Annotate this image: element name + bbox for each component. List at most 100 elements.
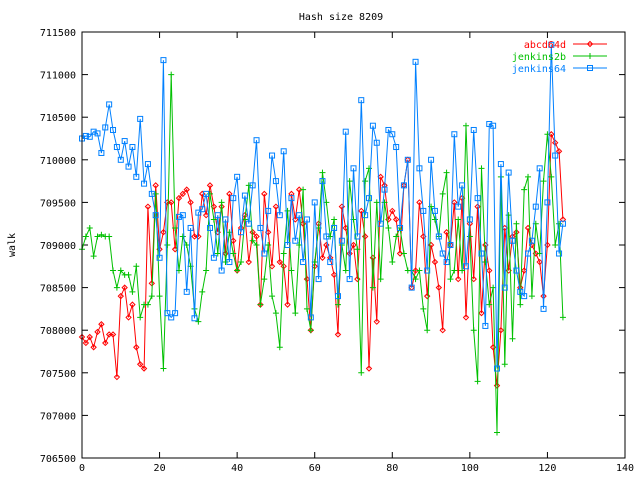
data-point (86, 333, 93, 341)
data-point (206, 182, 214, 189)
data-point (303, 305, 310, 312)
data-point (249, 182, 256, 189)
data-point (319, 169, 326, 176)
data-point (412, 58, 419, 65)
data-point (470, 275, 477, 283)
data-point (300, 186, 307, 193)
data-point (179, 190, 187, 198)
data-point (528, 293, 535, 300)
data-point (315, 276, 322, 283)
data-point (214, 229, 221, 236)
data-point (416, 199, 423, 206)
data-point (90, 344, 97, 351)
data-point (148, 190, 155, 197)
data-point (327, 259, 334, 266)
data-point (292, 310, 299, 317)
data-point (300, 259, 307, 266)
data-point (78, 333, 86, 341)
data-point (257, 301, 264, 308)
data-point (443, 259, 450, 266)
data-point (230, 250, 237, 257)
data-point (513, 220, 520, 227)
data-point (431, 258, 439, 266)
data-point (94, 233, 101, 240)
data-point (222, 216, 229, 223)
data-point (156, 293, 163, 300)
data-point (524, 224, 532, 232)
y-tick-label: 708000 (40, 326, 76, 337)
data-point (505, 267, 512, 274)
data-point (381, 186, 388, 193)
data-point (106, 233, 113, 240)
data-point (284, 207, 291, 214)
data-point (148, 280, 156, 287)
data-point (416, 165, 423, 172)
data-point (497, 161, 504, 168)
legend-entry: abcd64d (524, 40, 607, 51)
data-point (133, 173, 140, 180)
data-point (323, 241, 330, 249)
data-point (509, 335, 516, 342)
x-tick-label: 100 (461, 463, 479, 474)
data-point (183, 186, 190, 193)
data-point (505, 169, 512, 176)
data-point (478, 250, 485, 257)
x-tick-label: 40 (231, 463, 243, 474)
data-point (86, 133, 93, 140)
data-point (334, 301, 341, 308)
data-point (424, 327, 431, 334)
data-point (447, 242, 454, 248)
data-point (214, 212, 221, 219)
x-tick-label: 20 (154, 463, 166, 474)
data-point (350, 165, 357, 172)
data-point (195, 209, 202, 216)
data-point (137, 115, 144, 122)
data-point (307, 314, 314, 321)
data-point (284, 242, 291, 248)
data-point (350, 241, 357, 249)
data-point (536, 165, 543, 172)
data-point (105, 331, 113, 338)
data-point (261, 276, 268, 283)
y-tick-label: 710000 (40, 156, 76, 167)
data-point (423, 292, 431, 300)
data-point (102, 339, 109, 347)
data-point (265, 207, 272, 214)
data-point (253, 242, 260, 248)
data-point (466, 216, 473, 223)
data-point (292, 237, 299, 244)
data-point (129, 301, 136, 308)
data-point (234, 173, 241, 180)
data-point (435, 284, 443, 291)
data-point (199, 206, 206, 213)
data-point (164, 242, 171, 248)
data-point (490, 284, 497, 291)
data-point (288, 195, 295, 202)
data-point (552, 152, 559, 159)
data-point (494, 429, 501, 436)
data-point (268, 263, 276, 270)
data-point (501, 284, 508, 291)
data-point (113, 373, 121, 381)
data-point (540, 178, 547, 185)
data-point (377, 173, 384, 181)
data-point (327, 233, 334, 240)
data-point (257, 224, 264, 231)
data-point (280, 148, 287, 155)
data-point (521, 186, 528, 193)
data-point (230, 195, 237, 202)
series-jenkins2b (79, 71, 566, 436)
data-point (125, 163, 132, 170)
data-point (133, 263, 140, 270)
data-point (404, 156, 411, 163)
data-point (431, 207, 438, 214)
data-point (226, 190, 233, 198)
x-tick-label: 80 (386, 463, 398, 474)
data-point (548, 131, 555, 138)
x-tick-label: 0 (79, 463, 85, 474)
data-point (129, 144, 136, 151)
data-point (82, 233, 89, 240)
data-point (323, 233, 330, 240)
data-point (245, 182, 252, 189)
